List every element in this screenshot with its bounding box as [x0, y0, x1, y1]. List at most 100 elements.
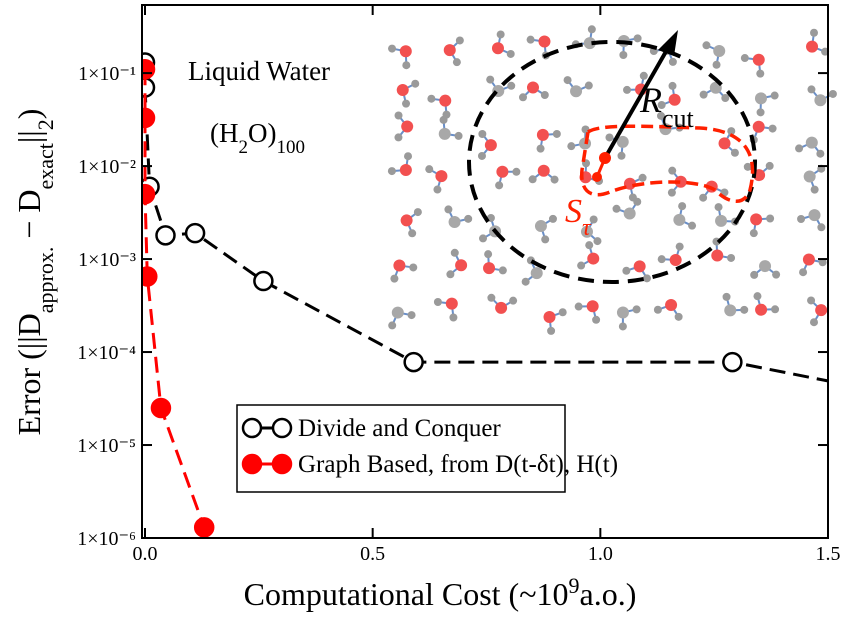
radius-arrow [603, 47, 670, 159]
atom [577, 261, 586, 270]
text-part: − D [11, 190, 47, 247]
atom [727, 253, 736, 262]
atom [402, 61, 411, 70]
atom [715, 214, 728, 227]
text-part: Error (||D [11, 313, 47, 435]
atom [817, 223, 826, 232]
plot-frame [141, 4, 829, 539]
atom [711, 249, 724, 262]
atom [541, 235, 550, 244]
atom [713, 45, 726, 58]
script-text: 2 [239, 137, 249, 158]
atom [536, 128, 549, 141]
atom [396, 84, 409, 97]
atom [612, 204, 621, 213]
atom [797, 214, 806, 223]
annotation: Sτ [565, 193, 592, 241]
atom [743, 162, 752, 171]
atom [449, 313, 458, 322]
atom [808, 209, 821, 222]
atom [809, 318, 818, 327]
legend-label: Graph Based, from D(t-δt), H(t) [298, 451, 618, 478]
atom [487, 293, 496, 302]
atom [667, 188, 676, 197]
atom [507, 81, 516, 90]
atom [699, 193, 708, 202]
text-part: (H [210, 118, 239, 148]
atom [756, 69, 765, 78]
atom [408, 229, 417, 238]
atom [657, 100, 666, 109]
atom [772, 270, 781, 279]
atom [814, 94, 827, 107]
atom [766, 214, 775, 223]
atom [668, 93, 681, 106]
atom [526, 81, 539, 94]
legend-box [236, 404, 566, 493]
text-part: ) [11, 109, 47, 120]
x-tick-label: 1.0 [588, 543, 613, 565]
legend-marker [241, 417, 263, 439]
atom [668, 166, 677, 175]
atom [443, 44, 456, 57]
atom [657, 255, 666, 264]
atom [668, 81, 677, 90]
data-point [142, 266, 158, 287]
atom [496, 30, 505, 39]
atom [771, 305, 780, 314]
atom [495, 301, 508, 314]
atom [724, 304, 737, 317]
atom [740, 305, 749, 314]
atom [567, 142, 576, 151]
atom [633, 260, 646, 273]
atom [668, 57, 677, 66]
data-point [142, 183, 156, 205]
atom [552, 129, 561, 138]
atom [674, 312, 683, 321]
atom [512, 167, 521, 176]
legend: Divide and Conquer Graph Based, from D(t-… [236, 404, 618, 493]
y-tick-label: 1×10⁻² [78, 156, 136, 178]
atom [394, 133, 403, 142]
atom [404, 152, 413, 161]
atom [799, 268, 808, 277]
atom [806, 40, 819, 53]
script-text: 100 [277, 137, 306, 158]
atom [702, 41, 711, 50]
y-tick-label: 1×10⁻³ [78, 249, 136, 271]
atom [401, 120, 414, 133]
atom [536, 144, 545, 153]
subgraph-node [592, 172, 602, 182]
atom [718, 137, 731, 150]
atom [653, 305, 662, 314]
atom [448, 215, 461, 228]
atom [815, 304, 828, 317]
atom [638, 173, 647, 182]
atom [714, 203, 723, 212]
atom [483, 262, 496, 275]
atom [538, 35, 551, 48]
atom [750, 270, 759, 279]
atom [656, 111, 665, 120]
plot-area [142, 52, 828, 538]
atom [425, 165, 434, 174]
atom [632, 305, 641, 314]
atom [444, 205, 453, 214]
atom [753, 292, 762, 301]
annotation: Rcut [639, 80, 695, 133]
atom [802, 253, 815, 266]
script-text: 9 [569, 573, 580, 598]
atom [399, 45, 412, 58]
atom [486, 75, 495, 84]
atom [413, 208, 422, 217]
data-point [193, 517, 215, 538]
atom [756, 108, 765, 117]
atom [526, 35, 535, 44]
atom [506, 49, 515, 58]
atom [498, 266, 507, 275]
atom [583, 37, 596, 50]
atom [548, 214, 557, 223]
atom [438, 127, 451, 140]
text-part: a.o.) [580, 576, 637, 612]
atom [580, 225, 593, 238]
